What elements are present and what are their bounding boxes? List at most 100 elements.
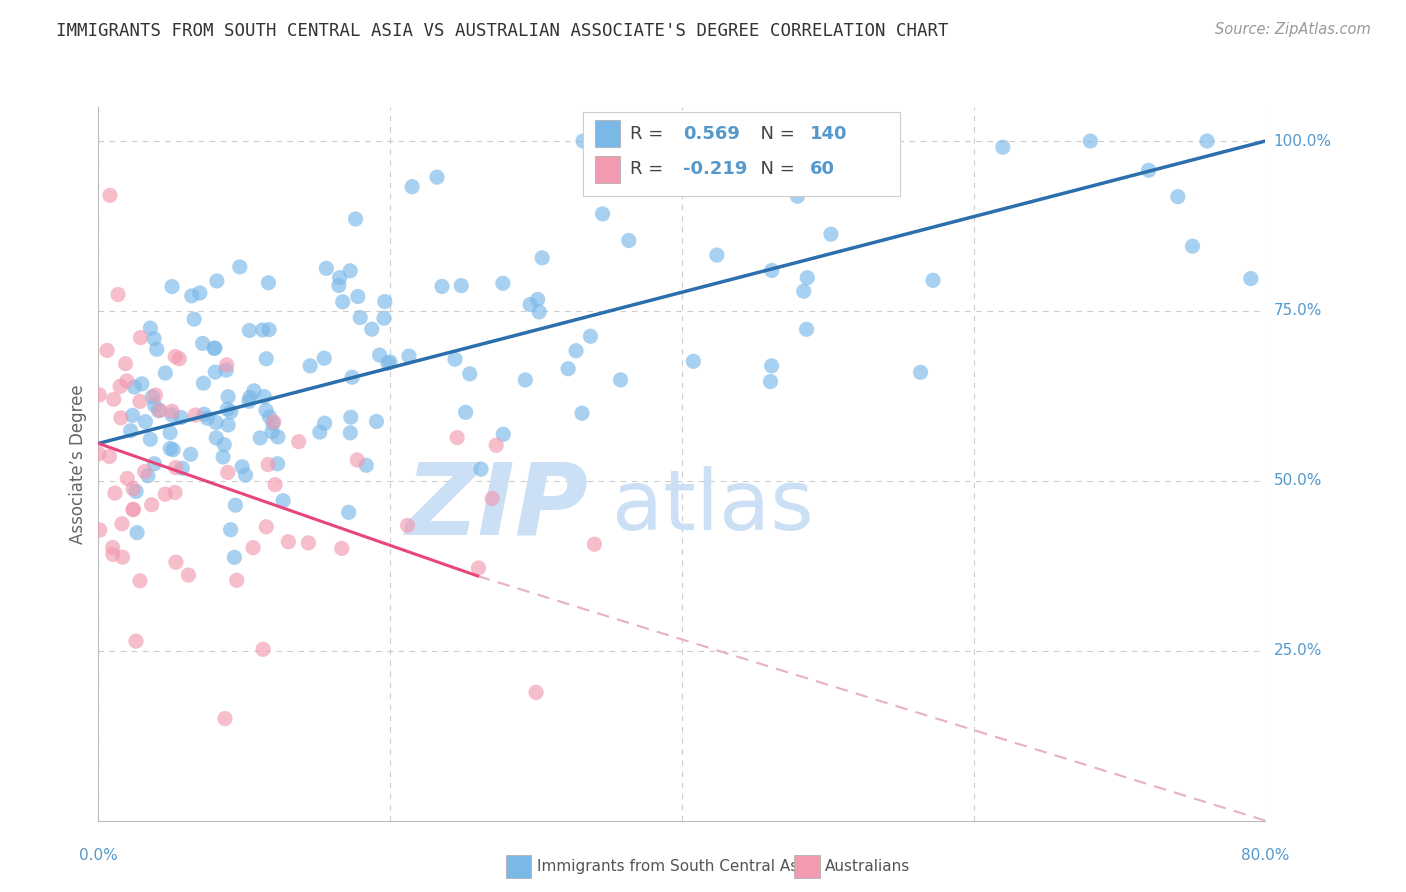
Point [143,398,166,412]
Point [583,537,606,551]
Point [254,520,277,534]
Point [134,415,156,429]
Point [180,447,202,461]
Point [262,416,284,430]
Point [98,188,121,202]
Point [224,550,246,565]
Point [796,322,818,336]
Point [107,287,129,301]
Point [125,634,148,648]
Point [786,189,808,203]
Text: 25.0%: 25.0% [1274,643,1322,658]
Point [159,442,181,456]
Point [337,505,360,519]
Point [136,468,159,483]
Point [215,358,238,372]
Point [169,351,191,366]
Point [101,541,124,555]
Text: Immigrants from South Central Asia: Immigrants from South Central Asia [537,859,813,873]
Point [368,348,391,362]
Point [231,459,253,474]
Point [249,431,271,445]
Point [101,548,124,562]
Point [224,498,246,512]
Point [796,270,818,285]
Point [104,486,127,500]
Point [124,380,146,394]
Point [115,374,138,388]
Point [314,416,336,430]
Point [287,434,309,449]
Point [177,568,200,582]
Point [170,410,193,425]
Point [1181,239,1204,253]
Text: ZIP: ZIP [405,458,589,555]
Point [125,525,148,540]
Point [191,336,214,351]
Point [239,390,262,404]
Point [524,685,547,699]
Point [259,409,281,424]
Point [401,179,423,194]
Point [398,349,420,363]
Point [360,322,382,336]
Point [922,273,945,287]
Point [214,712,236,726]
Text: N =: N = [749,125,801,143]
Point [571,406,593,420]
Text: 0.0%: 0.0% [79,848,118,863]
Point [572,134,595,148]
Point [141,390,163,404]
Point [143,332,166,346]
Point [204,341,226,355]
Point [263,415,285,429]
Text: 80.0%: 80.0% [1241,848,1289,863]
Point [215,363,238,377]
Text: 0.569: 0.569 [683,125,740,143]
Point [108,379,131,393]
Point [131,376,153,391]
Point [526,293,548,307]
Point [565,343,588,358]
Point [205,274,228,288]
Point [315,261,337,276]
Point [202,341,225,355]
Point [120,424,142,438]
Point [779,142,801,156]
Point [446,431,468,445]
Point [492,277,515,291]
Point [225,574,247,588]
Point [254,351,277,366]
Point [340,370,363,384]
Point [373,311,395,326]
Point [111,516,134,531]
Point [1240,271,1263,285]
Text: Australians: Australians [825,859,911,873]
Point [155,487,177,501]
Text: 140: 140 [810,125,848,143]
Point [617,234,640,248]
Point [519,297,541,311]
Point [160,279,183,293]
Point [277,534,299,549]
Point [344,212,367,227]
Point [710,180,733,194]
Text: 60: 60 [810,161,835,178]
Text: 75.0%: 75.0% [1274,303,1322,318]
Point [366,414,388,428]
Point [531,251,554,265]
Point [330,541,353,556]
Point [470,462,492,476]
Point [219,523,242,537]
Point [991,140,1014,154]
Point [332,294,354,309]
Point [183,312,205,326]
Point [148,403,170,417]
Point [252,323,274,337]
Point [262,425,284,439]
Point [165,350,187,364]
Text: 50.0%: 50.0% [1274,474,1322,488]
Point [1195,134,1218,148]
Point [129,394,152,409]
Point [205,416,228,430]
